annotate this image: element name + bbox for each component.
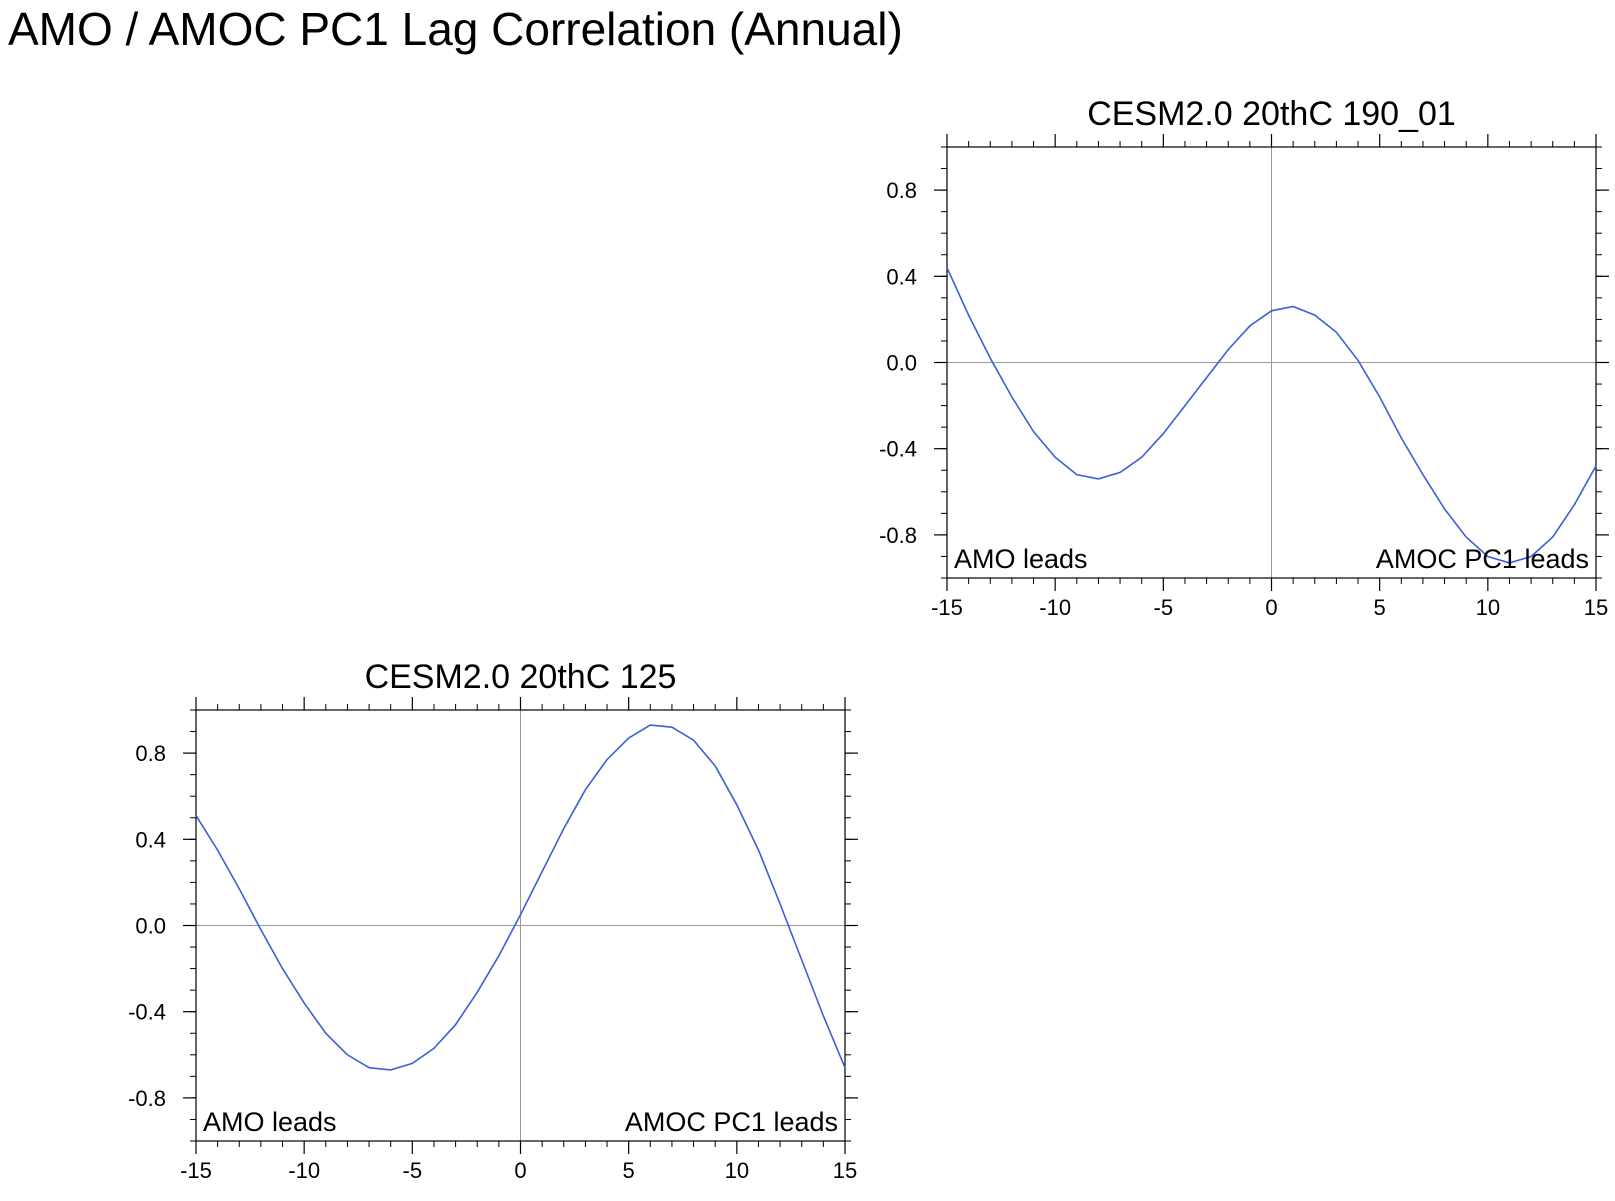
y-tick-label: -0.8: [128, 1086, 166, 1111]
chart-2-panel: -15 -10 -5 0 5 10 15 0.8 0.4 0.0 -0.4 -0.8 CESM2.0 2…: [128, 658, 858, 1183]
figure-title: AMO / AMOC PC1 Lag Correlation (Annual): [8, 3, 903, 55]
annotation-amo-leads: AMO leads: [954, 544, 1088, 574]
chart-1-panel: -15 -10 -5 0 5 10 15 0.8 0.4 0.0 -0.4 -0.8 CESM2.0 2…: [879, 95, 1609, 620]
annotation-amo-leads: AMO leads: [203, 1107, 337, 1137]
x-tick-label: 0: [514, 1158, 526, 1183]
x-tick-label: 5: [623, 1158, 635, 1183]
x-tick-label: -10: [288, 1158, 320, 1183]
y-tick-label: -0.4: [879, 437, 917, 462]
y-tick-label: 0.0: [886, 351, 917, 376]
y-tick-label: 0.8: [135, 741, 166, 766]
y-tick-label: -0.8: [879, 523, 917, 548]
y-tick-label: 0.4: [886, 264, 917, 289]
lag-correlation-line: [195, 724, 846, 1071]
lag-correlation-line: [946, 267, 1597, 564]
subplot-title: CESM2.0 20thC 125: [365, 658, 677, 696]
x-tick-label: -5: [403, 1158, 423, 1183]
y-tick-label: 0.8: [886, 178, 917, 203]
annotation-amoc-leads: AMOC PC1 leads: [1376, 544, 1589, 574]
x-tick-label: -15: [180, 1158, 212, 1183]
x-tick-label: 10: [725, 1158, 749, 1183]
x-tick-label: 15: [833, 1158, 857, 1183]
x-tick-label: -15: [931, 595, 963, 620]
x-tick-label: 0: [1265, 595, 1277, 620]
subplot-title: CESM2.0 20thC 190_01: [1087, 95, 1456, 133]
x-tick-label: 15: [1584, 595, 1608, 620]
x-tick-label: 10: [1476, 595, 1500, 620]
y-tick-label: -0.4: [128, 1000, 166, 1025]
x-tick-label: -10: [1039, 595, 1071, 620]
y-tick-label: 0.0: [135, 914, 166, 939]
x-tick-label: 5: [1374, 595, 1386, 620]
annotation-amoc-leads: AMOC PC1 leads: [625, 1107, 838, 1137]
y-tick-label: 0.4: [135, 827, 166, 852]
x-tick-label: -5: [1154, 595, 1174, 620]
